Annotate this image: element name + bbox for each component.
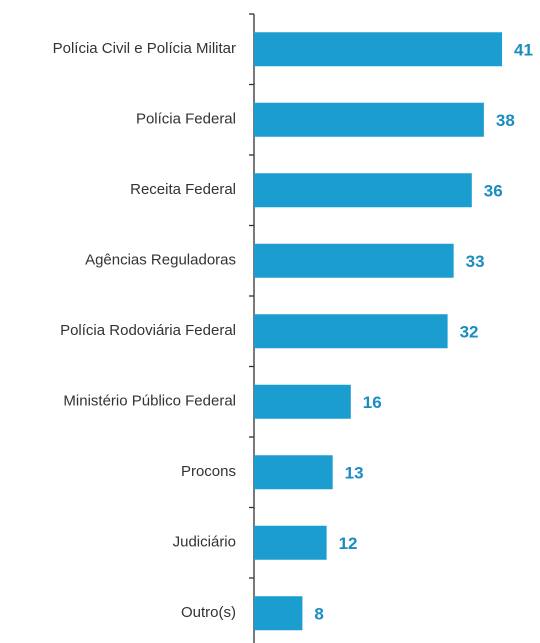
value-label: 36	[484, 182, 503, 201]
category-label: Polícia Federal	[136, 111, 236, 128]
value-label: 41	[514, 41, 533, 60]
value-label: 33	[466, 252, 485, 271]
value-label: 8	[314, 605, 323, 624]
value-label: 16	[363, 393, 382, 412]
bar	[254, 32, 503, 67]
value-label: 12	[339, 534, 358, 553]
category-label: Ministério Público Federal	[63, 393, 236, 410]
bar	[254, 102, 484, 137]
bar	[254, 525, 327, 560]
category-label: Receita Federal	[130, 181, 236, 198]
bar	[254, 243, 454, 278]
value-label: 32	[460, 323, 479, 342]
bar	[254, 314, 448, 349]
bar	[254, 173, 472, 208]
category-label: Polícia Rodoviária Federal	[60, 322, 236, 339]
bar	[254, 596, 303, 631]
value-label: 13	[345, 464, 364, 483]
bar	[254, 384, 351, 419]
bar	[254, 455, 333, 490]
category-label: Agências Reguladoras	[85, 252, 236, 269]
category-label: Polícia Civil e Polícia Militar	[53, 40, 236, 57]
value-label: 38	[496, 111, 515, 130]
category-label: Judiciário	[173, 534, 236, 551]
category-label: Procons	[181, 463, 236, 480]
category-label: Outro(s)	[181, 604, 236, 621]
